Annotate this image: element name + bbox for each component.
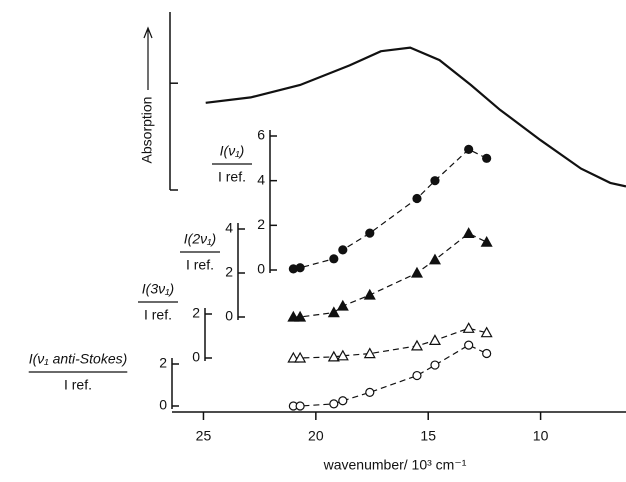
x-tick-label: 25 xyxy=(196,428,212,444)
series-name: I(ν₁ anti-Stokes) xyxy=(29,351,128,367)
marker xyxy=(430,360,440,370)
x-tick-label: 20 xyxy=(308,428,324,444)
marker xyxy=(412,193,422,204)
absorption-arrow xyxy=(143,26,153,90)
marker xyxy=(327,306,340,318)
series-denominator: I ref. xyxy=(218,169,246,185)
series-line xyxy=(293,344,487,407)
marker xyxy=(410,339,423,351)
marker xyxy=(428,253,441,265)
marker xyxy=(462,322,475,333)
y-tick-label: 2 xyxy=(225,264,233,280)
series-name: I(ν₁) xyxy=(220,143,245,159)
marker xyxy=(462,227,475,238)
marker xyxy=(430,176,440,186)
marker xyxy=(412,370,422,381)
series-line xyxy=(293,232,487,318)
marker xyxy=(363,347,376,359)
marker xyxy=(464,144,474,154)
x-axis-label: wavenumber/ 10³ cm⁻¹ xyxy=(323,457,467,473)
series-line xyxy=(293,327,487,359)
absorption-curve xyxy=(205,46,626,188)
series-denominator: I ref. xyxy=(144,307,172,323)
y-tick-label: 0 xyxy=(257,261,265,277)
series-denominator: I ref. xyxy=(186,257,214,273)
series-denominator: I ref. xyxy=(64,377,92,393)
marker xyxy=(327,350,340,362)
y-tick-label: 2 xyxy=(192,305,200,321)
y-tick-label: 4 xyxy=(225,220,233,236)
marker xyxy=(464,340,474,350)
x-tick-label: 10 xyxy=(533,428,549,444)
marker xyxy=(338,396,348,406)
marker xyxy=(482,153,492,163)
marker xyxy=(480,326,493,338)
series-name: I(3ν₁) xyxy=(142,281,174,297)
marker xyxy=(428,334,441,345)
y-tick-label: 4 xyxy=(257,171,265,187)
marker xyxy=(336,349,349,361)
y-tick-label: 0 xyxy=(225,308,233,324)
y-tick-label: 0 xyxy=(159,397,167,413)
marker xyxy=(410,266,423,278)
series-line xyxy=(293,148,487,270)
marker xyxy=(365,387,375,397)
marker xyxy=(329,399,339,409)
marker xyxy=(338,245,348,255)
marker xyxy=(294,310,307,322)
marker xyxy=(294,351,307,363)
marker xyxy=(329,254,339,264)
y-tick-label: 2 xyxy=(257,216,265,232)
y-tick-label: 6 xyxy=(257,127,265,143)
y-tick-label: 2 xyxy=(159,355,167,371)
series-name: I(2ν₁) xyxy=(184,231,216,247)
marker xyxy=(295,263,305,273)
marker xyxy=(363,288,376,300)
absorption-label: Absorption xyxy=(139,97,155,164)
marker xyxy=(482,348,492,359)
marker xyxy=(365,228,375,238)
marker xyxy=(336,299,349,311)
x-tick-label: 15 xyxy=(420,428,436,444)
marker xyxy=(480,235,493,247)
y-tick-label: 0 xyxy=(192,349,200,365)
marker xyxy=(295,401,305,411)
